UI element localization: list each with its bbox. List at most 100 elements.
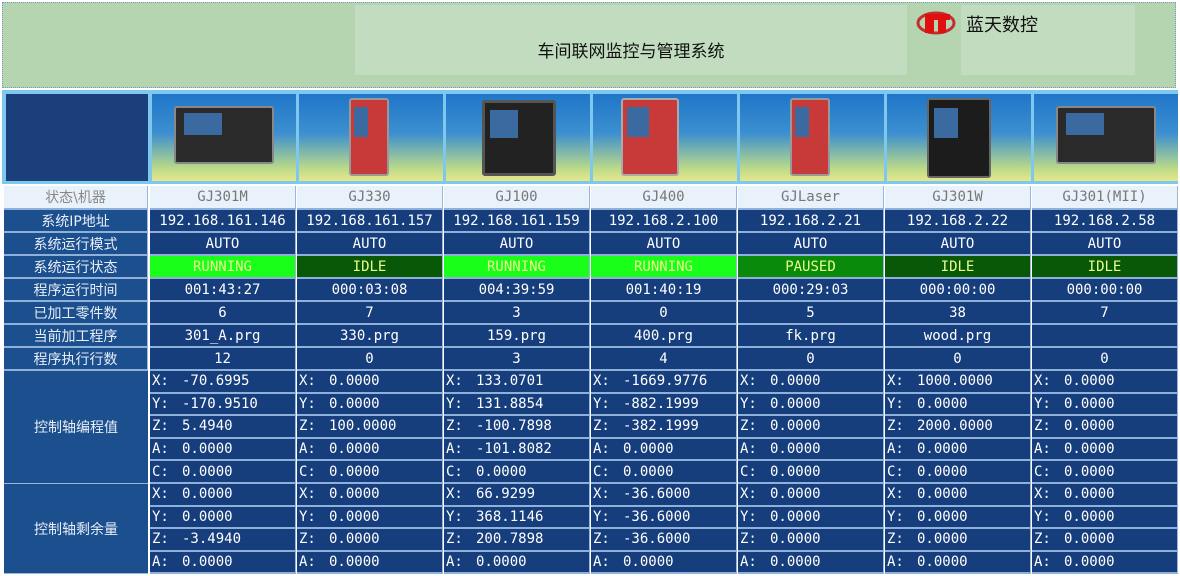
program-value: wood.prg (885, 325, 1031, 348)
remain-axis-value: Y: 0.0000 (297, 506, 443, 530)
axis-value: 0.0000 (182, 441, 233, 458)
remain-axis-value: Z: -36.6000 (591, 529, 737, 552)
remain-axis-value: Z: 0.0000 (1032, 529, 1178, 552)
axis-value: 0.0000 (1064, 508, 1115, 525)
prog-axis-value: A: 0.0000 (1032, 438, 1178, 462)
program-value: fk.prg (738, 325, 884, 348)
axis-value: -36.6000 (623, 531, 691, 548)
axis-value: -100.7898 (476, 418, 552, 435)
axis-name: Y: (152, 395, 169, 412)
status-badge: RUNNING (150, 256, 296, 279)
remain-axis-value: A: 0.0000 (1032, 551, 1178, 575)
runtime-value: 000:29:03 (738, 279, 884, 302)
controller-screen (794, 107, 810, 137)
axis-name: A: (446, 554, 463, 571)
runtime-value: 000:03:08 (297, 279, 443, 302)
axis-value: 133.0701 (476, 373, 544, 390)
remain-axis-value: A: 0.0000 (150, 551, 296, 575)
axis-value: 0.0000 (329, 441, 380, 458)
axis-value: 0.0000 (329, 463, 380, 480)
axis-value: 0.0000 (770, 508, 821, 525)
lines-label: 程序执行行数 (4, 348, 148, 371)
axis-name: X: (446, 373, 463, 390)
axis-name: A: (593, 441, 610, 458)
axis-name: X: (152, 373, 169, 390)
axis-name: Y: (152, 508, 169, 525)
axis-value: 0.0000 (329, 554, 380, 571)
mode-value: AUTO (297, 233, 443, 256)
axis-name: Y: (593, 395, 610, 412)
axis-name: Z: (593, 418, 610, 435)
axis-value: -101.8082 (476, 441, 552, 458)
axis-name: C: (152, 463, 169, 480)
remain_axes-label: 控制轴剩余量 (4, 484, 148, 575)
machine-image (152, 94, 296, 181)
machine-name-header: GJ330 (297, 186, 443, 210)
axis-value: 0.0000 (1064, 373, 1115, 390)
remain-axis-value: A: 0.0000 (591, 551, 737, 575)
ip-value: 192.168.161.159 (444, 210, 590, 233)
axis-value: 0.0000 (917, 463, 968, 480)
corner-header: 状态\机器 (4, 186, 148, 210)
remain-axis-value: X: 0.0000 (297, 484, 443, 507)
axis-name: Z: (152, 531, 169, 548)
program-label: 当前加工程序 (4, 325, 148, 348)
prog-axis-value: Z: 100.0000 (297, 416, 443, 439)
axis-name: Z: (887, 531, 904, 548)
prog-axis-value: C: 0.0000 (444, 461, 590, 484)
mode-row: 系统运行模式 AUTO AUTO AUTO AUTO AUTO AUTO AUTO (4, 233, 1178, 256)
axis-name: Y: (299, 508, 316, 525)
remain-axis-row: A: 0.0000 A: 0.0000 A: 0.0000 A: 0.0000 A: 0.0000… (4, 551, 1178, 575)
ip-value: 192.168.2.21 (738, 210, 884, 233)
machine-image (1034, 94, 1178, 181)
remain-axis-value: Y: -36.6000 (591, 506, 737, 530)
axis-value: 0.0000 (1064, 441, 1115, 458)
axis-name: X: (887, 373, 904, 390)
remain-axis-value: A: 0.0000 (885, 551, 1031, 575)
image-corner (6, 94, 148, 181)
axis-value: 0.0000 (770, 463, 821, 480)
machine-name-header: GJ301W (885, 186, 1031, 210)
prog-axis-value: Y: -170.9510 (150, 393, 296, 417)
axis-value: -36.6000 (623, 486, 691, 503)
prog-axis-value: Y: 0.0000 (738, 393, 884, 417)
machine-image-row (2, 90, 1178, 184)
runtime-value: 000:00:00 (885, 279, 1031, 302)
prog-axis-value: Z: -382.1999 (591, 416, 737, 439)
remain-axis-value: Z: 0.0000 (885, 529, 1031, 552)
axis-name: A: (299, 441, 316, 458)
axis-name: Z: (1034, 418, 1051, 435)
prog-axis-value: Y: -882.1999 (591, 393, 737, 417)
prog-axis-value: Z: 2000.0000 (885, 416, 1031, 439)
axis-value: -1669.9776 (623, 373, 708, 390)
prog-axis-row: Z: 5.4940 Z: 100.0000 Z: -100.7898 Z: -382.1999… (4, 416, 1178, 439)
remain-axis-value: X: 0.0000 (150, 484, 296, 507)
axis-name: C: (593, 463, 610, 480)
remain-axis-value: X: 0.0000 (1032, 484, 1178, 507)
axis-value: 0.0000 (770, 441, 821, 458)
mode-value: AUTO (591, 233, 737, 256)
prog-axis-row: C: 0.0000 C: 0.0000 C: 0.0000 C: 0.0000 C: 0.0000… (4, 461, 1178, 484)
axis-value: 0.0000 (623, 441, 674, 458)
parts-value: 3 (444, 302, 590, 325)
remain-axis-value: Z: 0.0000 (738, 529, 884, 552)
axis-value: 0.0000 (623, 554, 674, 571)
axis-value: 0.0000 (623, 463, 674, 480)
prog-axis-value: Z: 0.0000 (738, 416, 884, 439)
axis-name: Y: (1034, 508, 1051, 525)
axis-name: A: (1034, 441, 1051, 458)
runtime-value: 004:39:59 (444, 279, 590, 302)
header-bar: 车间联网监控与管理系统 (2, 2, 1176, 88)
axis-value: 368.1146 (476, 508, 544, 525)
axis-name: X: (152, 486, 169, 503)
prog-axis-value: C: 0.0000 (1032, 461, 1178, 484)
cnc-controller-picture (927, 98, 991, 178)
prog-axis-value: X: -1669.9776 (591, 371, 737, 394)
status-badge: RUNNING (444, 256, 590, 279)
controller-screen (183, 113, 223, 135)
parts-label: 已加工零件数 (4, 302, 148, 325)
parts-value: 7 (297, 302, 443, 325)
mode-label: 系统运行模式 (4, 233, 148, 256)
prog-axis-value: Y: 0.0000 (885, 393, 1031, 417)
axis-value: 0.0000 (770, 418, 821, 435)
